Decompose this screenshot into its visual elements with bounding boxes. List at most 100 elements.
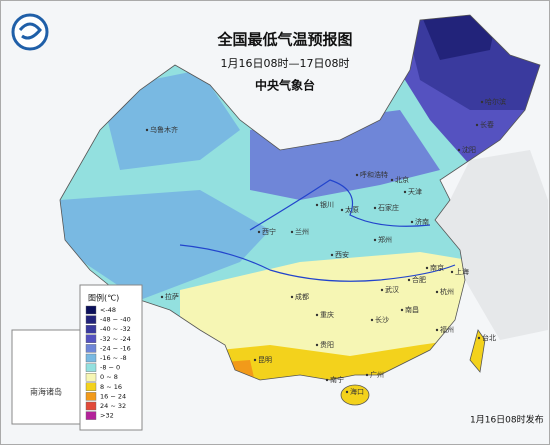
city-label: 台北 bbox=[482, 333, 496, 342]
legend-swatch bbox=[85, 392, 97, 401]
city-label: 沈阳 bbox=[462, 145, 476, 154]
legend-swatch bbox=[85, 334, 97, 343]
hainan bbox=[340, 384, 370, 406]
city-label: 拉萨 bbox=[165, 292, 179, 301]
city-dot bbox=[253, 358, 257, 362]
city-label: 南昌 bbox=[405, 305, 419, 314]
city-dot bbox=[407, 278, 411, 282]
legend-swatch bbox=[85, 325, 97, 334]
footer: 1月16日08时发布 bbox=[470, 414, 544, 426]
city-dot bbox=[145, 128, 149, 132]
legend-label: 0 ~ 8 bbox=[100, 373, 118, 381]
legend-swatch bbox=[85, 353, 97, 363]
legend-label: >32 bbox=[100, 412, 114, 420]
city-dot bbox=[340, 208, 344, 212]
city-label: 福州 bbox=[440, 325, 454, 334]
legend-swatch bbox=[85, 373, 97, 382]
legend-label: -16 ~ -8 bbox=[100, 354, 127, 362]
legend-swatch bbox=[85, 411, 97, 420]
city-label: 武汉 bbox=[385, 285, 399, 294]
legend-swatch bbox=[85, 344, 97, 353]
city-dot bbox=[373, 206, 377, 210]
city-dot bbox=[290, 230, 294, 234]
legend-label: -32 ~ -24 bbox=[100, 335, 131, 343]
city-dot bbox=[435, 328, 439, 332]
city-dot bbox=[257, 230, 261, 234]
city-dot bbox=[315, 343, 319, 347]
city-dot bbox=[475, 123, 479, 127]
legend-label: 24 ~ 32 bbox=[100, 402, 126, 410]
city-dot bbox=[425, 266, 429, 270]
city-label: 昆明 bbox=[258, 356, 272, 364]
city-dot bbox=[480, 100, 484, 104]
zone bbox=[60, 190, 270, 300]
subtitle: 1月16日08时—17日08时 bbox=[221, 57, 350, 70]
city-label: 南京 bbox=[430, 263, 444, 272]
legend-label: -8 ~ 0 bbox=[100, 364, 120, 372]
city-dot bbox=[435, 290, 439, 294]
city-label: 石家庄 bbox=[378, 203, 399, 212]
city-label: 郑州 bbox=[378, 236, 392, 244]
legend-label: 8 ~ 16 bbox=[100, 383, 122, 391]
city-label: 杭州 bbox=[440, 287, 454, 296]
city-label: 长沙 bbox=[375, 315, 389, 324]
city-dot bbox=[160, 295, 164, 299]
inset-box bbox=[11, 329, 81, 425]
legend-swatch bbox=[85, 382, 97, 391]
city-label: 乌鲁木齐 bbox=[150, 125, 178, 134]
city-label: 西宁 bbox=[262, 227, 276, 236]
city-dot bbox=[365, 373, 369, 377]
zone bbox=[415, 15, 500, 60]
city-label: 海口 bbox=[350, 387, 364, 396]
city-label: 长春 bbox=[480, 120, 494, 129]
legend-title: 图例(℃) bbox=[88, 293, 119, 303]
city-dot bbox=[477, 336, 481, 340]
city-dot bbox=[373, 238, 377, 242]
city-dot bbox=[450, 270, 454, 274]
legend-label: -48 ~ -40 bbox=[100, 316, 131, 324]
city-label: 北京 bbox=[395, 175, 409, 184]
city-dot bbox=[355, 173, 359, 177]
city-label: 西安 bbox=[335, 250, 349, 259]
city-dot bbox=[345, 390, 349, 394]
logo-mark bbox=[18, 22, 42, 40]
city-label: 哈尔滨 bbox=[485, 97, 506, 106]
city-label: 济南 bbox=[415, 217, 429, 226]
city-label: 天津 bbox=[408, 188, 422, 196]
zone bbox=[200, 338, 480, 380]
legend-label: -40 ~ -32 bbox=[100, 325, 131, 333]
inset-label: 南海诸岛 bbox=[30, 387, 62, 397]
city-dot bbox=[400, 308, 404, 312]
legend-swatch bbox=[85, 315, 97, 324]
neighbor-land bbox=[435, 150, 548, 340]
city-dot bbox=[410, 220, 414, 224]
city-label: 贵阳 bbox=[320, 340, 334, 349]
city-dot bbox=[330, 253, 334, 257]
river bbox=[179, 244, 456, 282]
city-dot bbox=[403, 190, 407, 194]
city-label: 呼和浩特 bbox=[360, 170, 388, 179]
city-dot bbox=[370, 318, 374, 322]
city-label: 南宁 bbox=[330, 375, 344, 384]
logo bbox=[11, 13, 49, 51]
city-dot bbox=[315, 313, 319, 317]
country-border bbox=[59, 14, 541, 381]
legend-label: -24 ~ -16 bbox=[100, 344, 131, 352]
legend-label: 16 ~ 24 bbox=[100, 392, 126, 400]
title: 全国最低气温预报图 bbox=[216, 31, 352, 49]
city-label: 广州 bbox=[370, 370, 384, 379]
city-dot bbox=[325, 378, 329, 382]
legend-swatch bbox=[85, 401, 97, 411]
city-dot bbox=[390, 178, 394, 182]
city-dot bbox=[380, 288, 384, 292]
city-dot bbox=[315, 203, 319, 207]
legend-swatch bbox=[85, 305, 97, 315]
city-label: 兰州 bbox=[295, 227, 309, 236]
issuer: 中央气象台 bbox=[255, 78, 315, 93]
city-label: 合肥 bbox=[412, 275, 426, 284]
city-label: 重庆 bbox=[320, 310, 334, 319]
city-label: 银川 bbox=[320, 200, 334, 209]
city-label: 上海 bbox=[455, 267, 469, 276]
